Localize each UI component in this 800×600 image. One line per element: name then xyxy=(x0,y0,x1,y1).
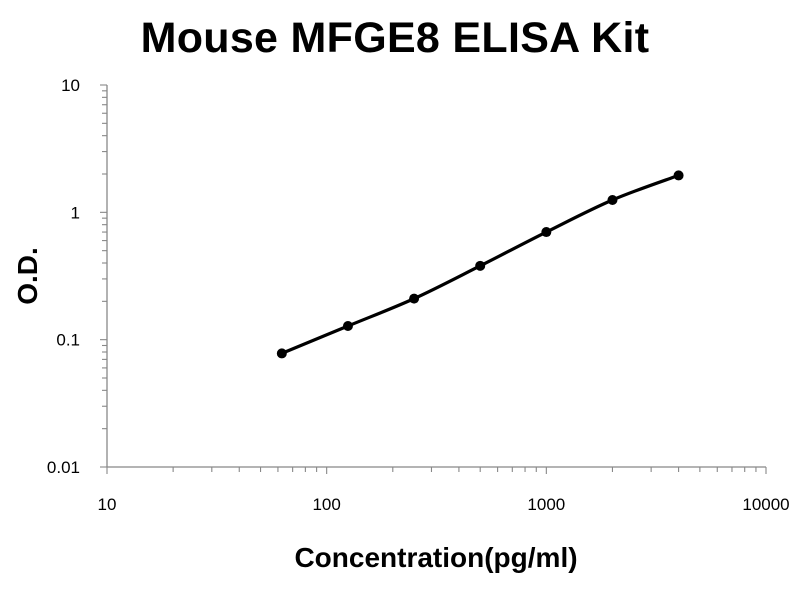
x-tick-label: 1000 xyxy=(527,495,565,514)
y-tick-label: 10 xyxy=(61,76,80,95)
x-tick-label: 100 xyxy=(312,495,340,514)
data-point xyxy=(607,194,618,205)
axis-ticks xyxy=(100,84,767,474)
tick-labels: 10 100 1000 10000 0.01 0.1 1 10 xyxy=(47,76,790,514)
x-tick-label: 10000 xyxy=(742,495,789,514)
chart-title: Mouse MFGE8 ELISA Kit xyxy=(140,14,650,62)
y-tick-label: 1 xyxy=(71,203,80,222)
y-tick-label: 0.1 xyxy=(56,331,80,350)
data-points xyxy=(276,170,684,359)
data-point xyxy=(475,260,486,271)
data-point xyxy=(673,170,684,181)
axes xyxy=(106,85,766,468)
y-axis-title: O.D. xyxy=(12,247,43,305)
y-tick-label: 0.01 xyxy=(47,458,80,477)
data-point xyxy=(342,321,353,332)
data-point xyxy=(541,227,552,238)
x-tick-label: 10 xyxy=(98,495,117,514)
data-point xyxy=(276,348,287,359)
data-point xyxy=(409,293,420,304)
x-axis-title: Concentration(pg/ml) xyxy=(294,542,577,573)
